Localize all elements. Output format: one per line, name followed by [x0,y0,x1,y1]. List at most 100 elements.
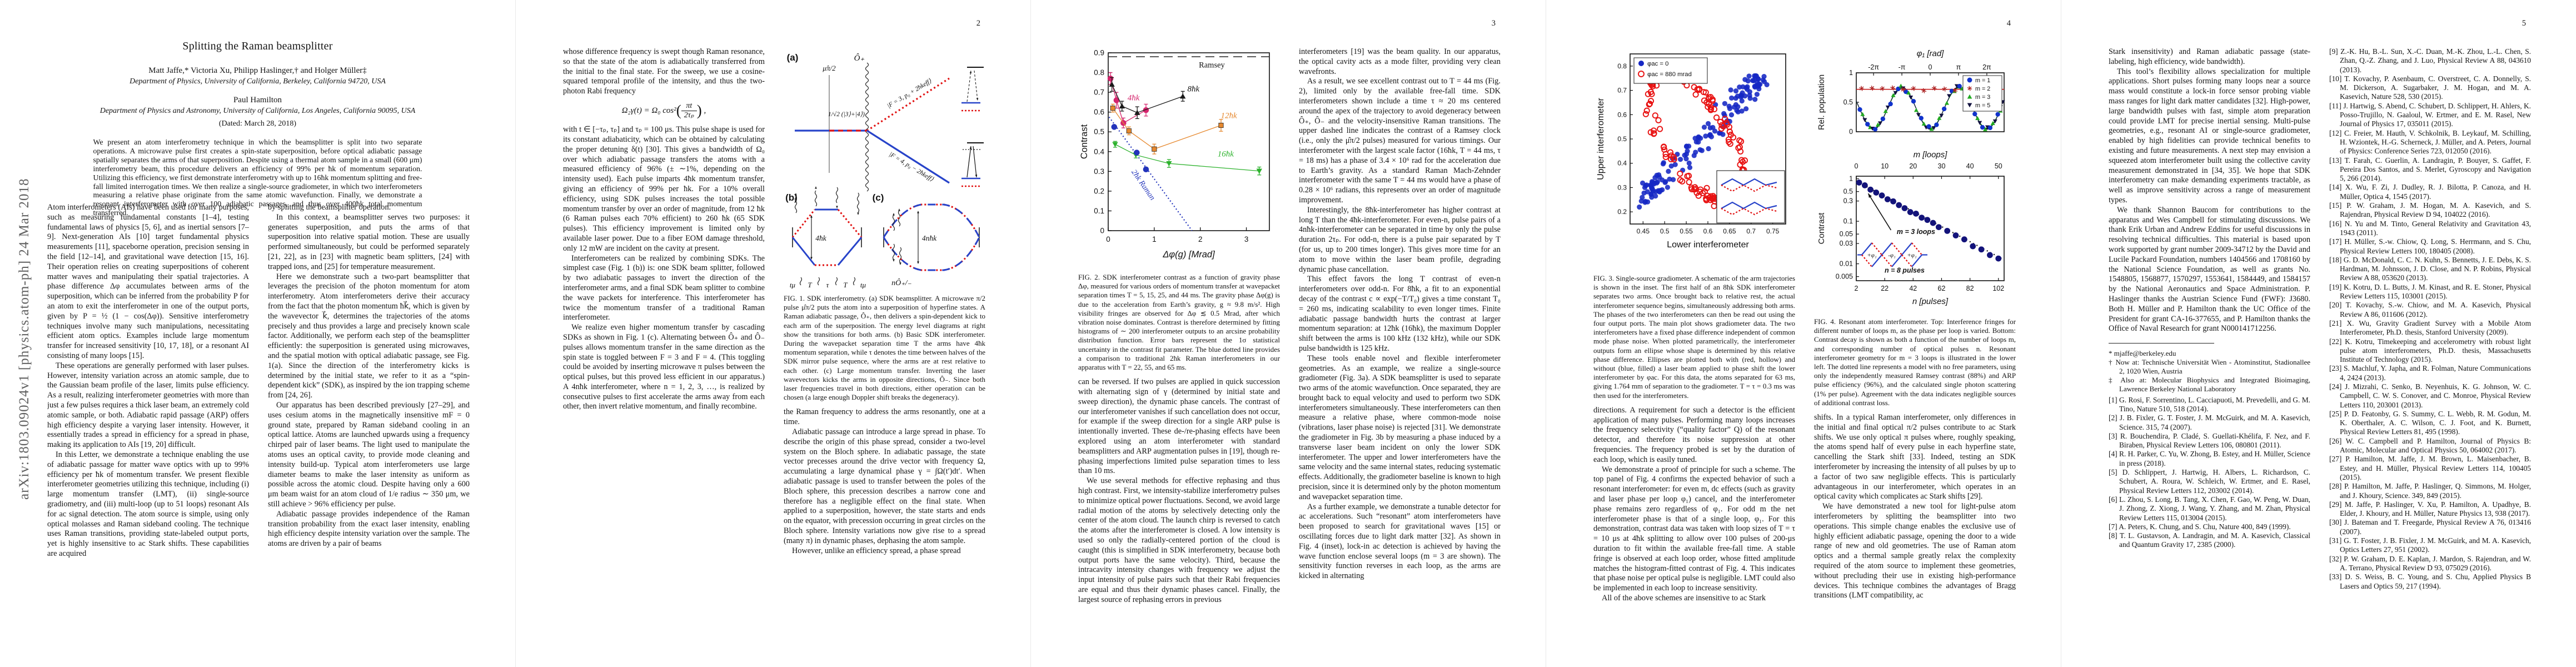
svg-text:40: 40 [1966,162,1974,170]
figure-2-caption: FIG. 2. SDK interferometer contrast as a… [1078,273,1280,372]
svg-text:0.1: 0.1 [1843,217,1853,225]
svg-text:4ħk: 4ħk [815,234,827,242]
reference-item: [28] P. Hamilton, M. Jaffe, P. Haslinger… [2329,482,2531,500]
svg-text:m = 5: m = 5 [1975,102,1990,109]
paragraph: with t ∈ [−τₚ, τₚ] and τₚ = 100 μs. This… [563,125,765,253]
svg-text:τ: τ [826,281,830,289]
svg-text:1/√2 (|3⟩+|4⟩): 1/√2 (|3⟩+|4⟩) [828,111,865,118]
paragraph: Adiabatic passage provides independence … [268,509,470,549]
abstract: We present an atom interferometry techni… [93,138,422,217]
svg-text:0.5: 0.5 [1094,128,1104,136]
svg-text:φac = 880 mrad: φac = 880 mrad [1647,71,1692,78]
svg-text:30: 30 [1938,162,1946,170]
figure-3-gradiometer-scatter: 0.45 0.5 0.55 0.6 0.65 0.7 0.75 0.2 0.3 0.4 0.5 0.6… [1596,53,1786,250]
page-3: 3 0 0.1 0.2 0.3 0.4 0.5 0.6 0.7 0.8 0.9 0 1 2 3 Ramsey… [1030,0,1546,667]
page-2: 2 whose difference frequency is swept th… [515,0,1030,667]
svg-text:φac = 0: φac = 0 [1647,61,1668,67]
svg-text:|F = 3, p₀ + 2ħkeff⟩: |F = 3, p₀ + 2ħkeff⟩ [886,78,933,109]
reference-item: [12] C. Freier, M. Hauth, V. Schkolnik, … [2329,128,2531,156]
paragraph: Here we demonstrate such a two-part beam… [268,272,470,400]
page-number: 5 [2522,19,2526,28]
paragraph: Our apparatus has been described previou… [268,400,470,509]
svg-text:0: 0 [1106,235,1110,243]
footnote-rule [2109,343,2214,344]
svg-text:0.1: 0.1 [1094,207,1104,215]
reference-item: [25] P. D. Featonby, G. S. Summy, C. L. … [2329,409,2531,436]
svg-text:0.3: 0.3 [1094,167,1104,176]
svg-text:20: 20 [1909,162,1917,170]
paragraph: Stark insensitivity) and Raman adiabatic… [2109,47,2310,66]
reference-item: [30] J. Bateman and T. Freegarde, Physic… [2329,518,2531,536]
svg-text:m = 2: m = 2 [1975,86,1990,92]
svg-text:(a): (a) [787,52,799,63]
footnotes: * mjaffe@berkeley.edu † Now at: Technisch… [2109,349,2310,394]
svg-text:(c): (c) [873,192,884,203]
svg-text:μ̂π/2: μ̂π/2 [822,64,836,72]
svg-text:0.5: 0.5 [1660,227,1670,235]
paragraph: This tool’s flexibility allows specializ… [2109,67,2310,205]
svg-text:Upper interferometer: Upper interferometer [1596,98,1606,180]
figure-2-contrast-chart: 0 0.1 0.2 0.3 0.4 0.5 0.6 0.7 0.8 0.9 0 1 2 3 Ramsey 2ħ… [1079,49,1270,260]
figure-1-caption: FIG. 1. SDK interferometry. (a) SDK beam… [784,295,985,402]
svg-text:0.7: 0.7 [1746,227,1756,235]
svg-text:16ħk: 16ħk [1218,150,1234,159]
svg-text:0.8: 0.8 [1617,62,1627,70]
svg-text:-φ₁: -φ₁ [1888,252,1896,258]
svg-text:0.7: 0.7 [1617,87,1627,94]
p2-column-left: whose difference frequency is swept thou… [563,47,765,606]
paragraph: In this Letter, we demonstrate a techniq… [47,450,249,558]
reference-item: [9] Z.-K. Hu, B.-L. Sun, X.-C. Duan, M.-… [2329,47,2531,74]
reference-item: [6] L. Zhou, S. Long, B. Tang, X. Chen, … [2109,495,2310,522]
figure-3-caption: FIG. 3. Single-source gradiometer. A sch… [1593,275,1795,400]
svg-text:22: 22 [1881,285,1889,292]
svg-text:0.65: 0.65 [1723,227,1736,235]
svg-text:0.6: 0.6 [1617,111,1627,118]
p4-column-left: 0.45 0.5 0.55 0.6 0.65 0.7 0.75 0.2 0.3 0.4 0.5 0.6… [1593,47,1795,606]
svg-text:0.6: 0.6 [1094,108,1104,116]
svg-text:+φ₁: +φ₁ [1907,252,1917,258]
affiliation-1: Department of Physics, University of Cal… [129,77,386,86]
page-number: 4 [2006,19,2011,28]
paragraph: However, unlike an efficiency spread, a … [792,546,961,555]
svg-text:Rel. population: Rel. population [1817,74,1826,130]
svg-text:m = 3: m = 3 [1975,94,1990,101]
svg-text:tμ: tμ [860,281,866,289]
footnote: * mjaffe@berkeley.edu [2109,349,2176,358]
svg-text:0.05: 0.05 [1840,230,1853,238]
svg-text:1: 1 [1152,235,1157,243]
author-2: Paul Hamilton [233,96,282,104]
svg-text:m [loops]: m [loops] [1914,150,1948,160]
svg-text:π: π [1956,63,1961,71]
svg-text:2ħk Raman: 2ħk Raman [1129,168,1157,202]
p2-column-right: (a) μ̂π/2 Ô₊ 1/√2 (|3⟩+|4⟩) |F = 3, p₀ + 2ħk… [784,47,985,606]
reference-item: [26] W. C. Campbell and P. Hamilton, Jou… [2329,436,2531,455]
page-5: 5 Stark insensitivity) and Raman adiabat… [2061,0,2576,667]
footnote: † Now at: Technische Universität Wien - … [2109,358,2310,375]
svg-text:4ħk: 4ħk [1128,93,1140,102]
svg-text:42: 42 [1909,285,1917,292]
svg-text:2π: 2π [1982,63,1991,71]
reference-item: [20] T. Kovachy, S.-w. Chiow, and M. A. … [2329,301,2531,318]
svg-text:0.7: 0.7 [1094,88,1104,97]
svg-text:0.55: 0.55 [1680,227,1693,235]
paragraph: directions. A requirement for such a det… [1593,405,1795,464]
reference-item: [16] N. Yu and M. Tinto, General Relativ… [2329,219,2531,237]
paragraph: All of the above schemes are insensitive… [1602,593,1766,603]
svg-text:Δφ(g) [Mrad]: Δφ(g) [Mrad] [1162,250,1215,260]
paragraph: These tools enable novel and flexible in… [1299,354,1501,501]
paragraph: As a further example, we demonstrate a t… [1299,502,1501,581]
svg-text:+φ₁: +φ₁ [1867,252,1877,258]
references-right: [9] Z.-K. Hu, B.-L. Sun, X.-C. Duan, M.-… [2329,47,2531,591]
reference-item: [22] K. Kotru, Timekeeping and accelerom… [2329,337,2531,364]
svg-text:0.9: 0.9 [1094,49,1104,57]
paper-header: Splitting the Raman beamsplitter Matt Ja… [0,0,515,217]
svg-text:0.03: 0.03 [1840,240,1853,247]
svg-text:T: T [843,281,848,289]
paragraph: We realize even higher momentum transfer… [563,323,765,411]
svg-text:m = 3 loops: m = 3 loops [1897,228,1935,236]
author-line: Matt Jaffe,* Victoria Xu, Philipp Haslin… [148,66,367,75]
svg-text:3: 3 [1244,235,1249,243]
svg-text:62: 62 [1938,285,1946,292]
svg-text:0.5: 0.5 [1843,188,1853,196]
